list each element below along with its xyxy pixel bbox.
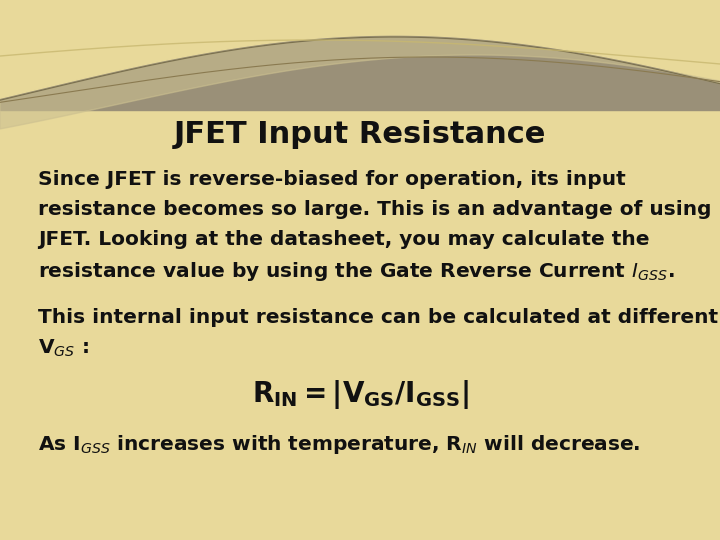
Text: Since JFET is reverse-biased for operation, its input: Since JFET is reverse-biased for operati…	[38, 170, 626, 189]
Bar	[0, 0, 720, 110]
Text: resistance value by using the Gate Reverse Current $\it{I}$$_{GSS}$.: resistance value by using the Gate Rever…	[38, 260, 675, 283]
Text: As I$_{GSS}$ increases with temperature, R$_{IN}$ will decrease.: As I$_{GSS}$ increases with temperature,…	[38, 433, 640, 456]
Text: JFET. Looking at the datasheet, you may calculate the: JFET. Looking at the datasheet, you may …	[38, 230, 649, 249]
Text: JFET Input Resistance: JFET Input Resistance	[174, 120, 546, 149]
Text: This internal input resistance can be calculated at different: This internal input resistance can be ca…	[38, 308, 718, 327]
Text: $\mathbf{R_{IN}=|V_{GS}/I_{GSS}|}$: $\mathbf{R_{IN}=|V_{GS}/I_{GSS}|}$	[252, 378, 468, 411]
Text: V$_{GS}$ :: V$_{GS}$ :	[38, 338, 89, 359]
Text: resistance becomes so large. This is an advantage of using: resistance becomes so large. This is an …	[38, 200, 711, 219]
